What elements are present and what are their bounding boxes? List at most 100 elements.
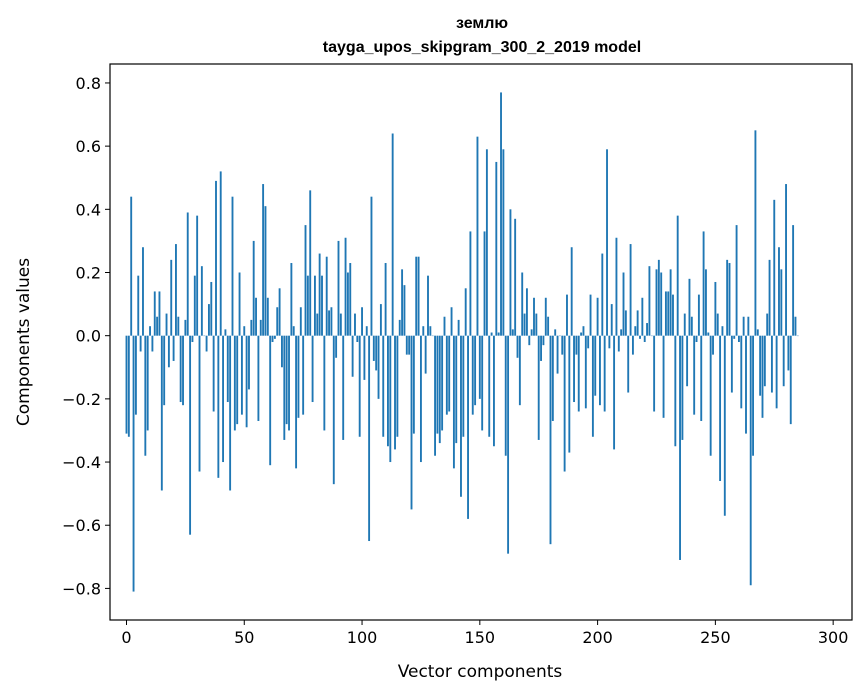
bar [582, 326, 585, 336]
bar [394, 335, 396, 450]
bar [207, 304, 210, 336]
bar [358, 335, 361, 437]
bar [540, 335, 542, 361]
bar [285, 335, 288, 425]
bar [690, 316, 693, 336]
bar [507, 335, 510, 554]
bar [356, 335, 359, 342]
bar [580, 332, 583, 336]
bar [530, 329, 533, 336]
bar [707, 332, 710, 336]
bar [749, 335, 752, 586]
bar [160, 335, 163, 491]
bar [217, 335, 220, 478]
bar [629, 244, 632, 336]
bar [672, 294, 674, 336]
x-tick-label: 0 [121, 628, 131, 647]
bar [601, 253, 604, 336]
bar [608, 335, 611, 349]
bar [266, 297, 269, 336]
bar [269, 335, 272, 466]
bar [424, 335, 427, 374]
bar [778, 247, 780, 336]
bar [747, 316, 750, 336]
bar [391, 133, 394, 336]
bar [323, 335, 326, 431]
bar [429, 326, 432, 336]
x-tick-label: 150 [465, 628, 496, 647]
bar [401, 269, 404, 336]
bar [450, 307, 453, 336]
bar [643, 335, 646, 342]
bar [290, 263, 293, 336]
chart-title: землю [456, 15, 508, 32]
x-tick-label: 50 [234, 628, 254, 647]
bar [398, 319, 401, 336]
bar [657, 259, 660, 336]
bar [186, 212, 189, 336]
bar [483, 231, 486, 336]
bar [742, 316, 745, 336]
bar [733, 335, 736, 339]
bar [726, 259, 729, 336]
y-tick-label: −0.8 [62, 579, 101, 598]
bar [387, 335, 389, 447]
bar [631, 335, 634, 355]
bar [759, 335, 762, 396]
y-tick-label: 0.6 [76, 137, 101, 156]
bar [467, 335, 469, 519]
bar [648, 266, 651, 336]
bar [295, 335, 298, 469]
bar [448, 335, 451, 412]
bar [434, 335, 436, 456]
bar [243, 326, 246, 336]
bar [627, 335, 630, 393]
bar [766, 313, 769, 336]
bar [342, 335, 345, 440]
bar [653, 335, 656, 412]
bar [521, 272, 524, 336]
bar [405, 335, 408, 355]
bar [573, 335, 575, 403]
bar [271, 335, 274, 342]
x-tick-label: 300 [818, 628, 849, 647]
bar [674, 335, 677, 447]
bar [591, 335, 594, 437]
bar [537, 335, 540, 440]
bar [700, 335, 703, 421]
bar [495, 161, 498, 336]
bar [676, 215, 679, 336]
bar [384, 263, 387, 336]
bar [335, 335, 338, 358]
bar [723, 335, 726, 516]
bar [191, 335, 194, 342]
bar [127, 335, 130, 437]
bar [389, 335, 392, 463]
bar [561, 335, 564, 355]
bar [276, 307, 279, 336]
bar [785, 184, 787, 336]
bar [490, 332, 493, 336]
bar [768, 259, 771, 336]
bar [554, 329, 557, 336]
y-tick-label: 0.4 [76, 200, 101, 219]
bar [142, 247, 144, 336]
bar [792, 225, 795, 336]
bar [130, 196, 133, 336]
x-tick-label: 100 [347, 628, 378, 647]
bar [763, 335, 766, 387]
x-axis: 0 50 100 150 200 250 300 [121, 620, 848, 647]
plot-frame [109, 63, 853, 621]
bar [321, 275, 323, 336]
bar [250, 319, 253, 336]
bar [443, 316, 446, 336]
bar [721, 326, 724, 336]
bar [509, 209, 512, 336]
bar [641, 297, 644, 336]
bar [427, 275, 429, 336]
bar [667, 291, 670, 336]
bar [156, 316, 159, 336]
bar [158, 291, 161, 336]
bar [452, 335, 455, 469]
